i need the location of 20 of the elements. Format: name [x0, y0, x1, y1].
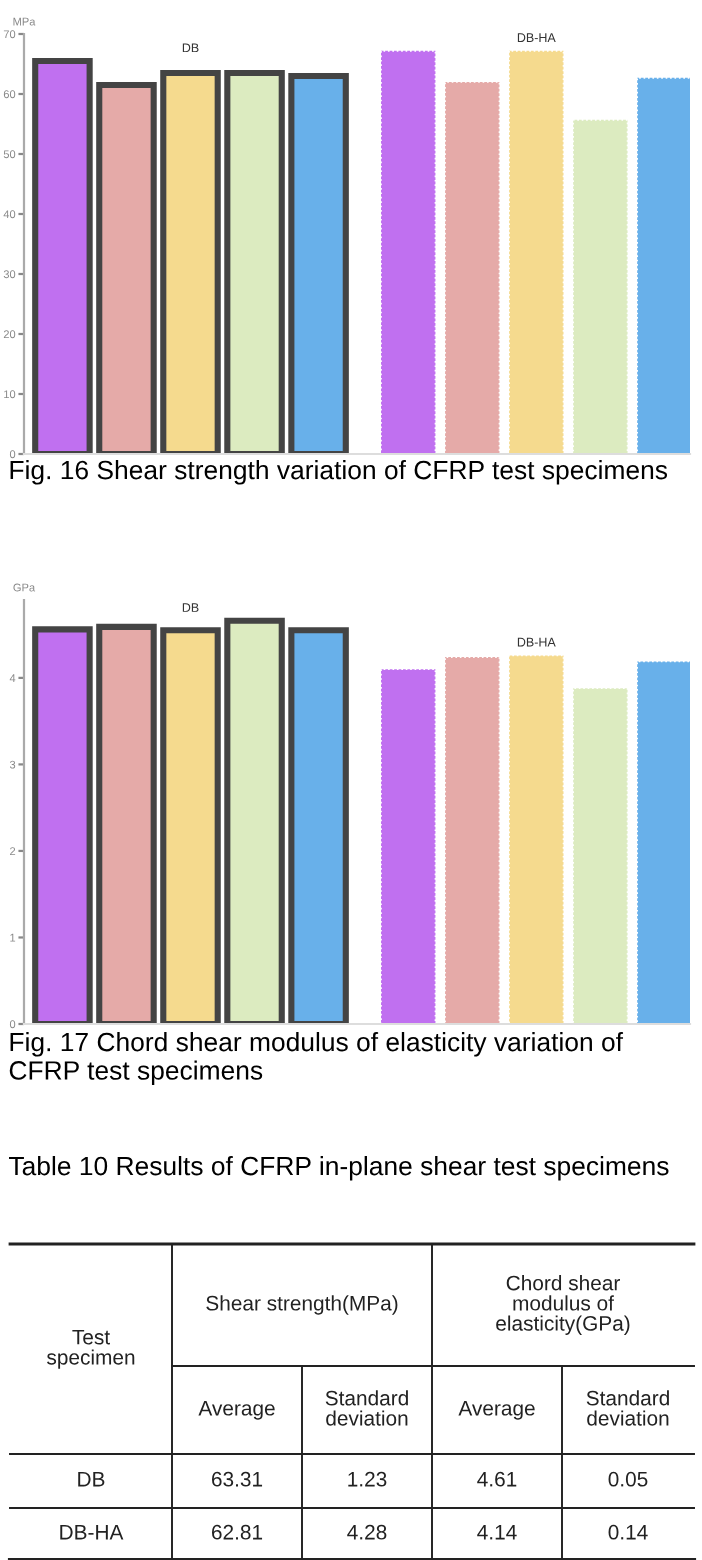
- text: 4.28: [347, 1524, 387, 1540]
- text: 4.14: [477, 1525, 517, 1540]
- text: Standard deviation: [325, 1390, 408, 1426]
- text: 62.81: [211, 1524, 263, 1540]
- text: 4.61: [477, 1471, 517, 1487]
- text: Average: [198, 1401, 275, 1420]
- text: DB-HA: [60, 1525, 124, 1540]
- text: 0.05: [608, 1471, 648, 1487]
- text: Fig. 17 Chord shear modulus of elasticity variation of CFRP test specimens: [9, 1032, 624, 1086]
- text: Test specimen: [47, 1329, 135, 1369]
- text: Chord shear modulus of elasticity(GPa): [496, 1275, 630, 1335]
- text: Table 10 Results of CFRP in-plane shear test specimens: [9, 1156, 669, 1181]
- text: 0.14: [608, 1524, 648, 1540]
- text: Average: [458, 1401, 535, 1420]
- text: DB: [78, 1472, 105, 1487]
- text: Fig. 16 Shear strength variation of CFRP test specimens: [10, 460, 668, 485]
- text: 1.23: [348, 1471, 387, 1487]
- text: 63.31: [211, 1471, 263, 1487]
- text: Shear strength(MPa): [206, 1295, 398, 1315]
- text: Standard deviation: [586, 1390, 669, 1426]
